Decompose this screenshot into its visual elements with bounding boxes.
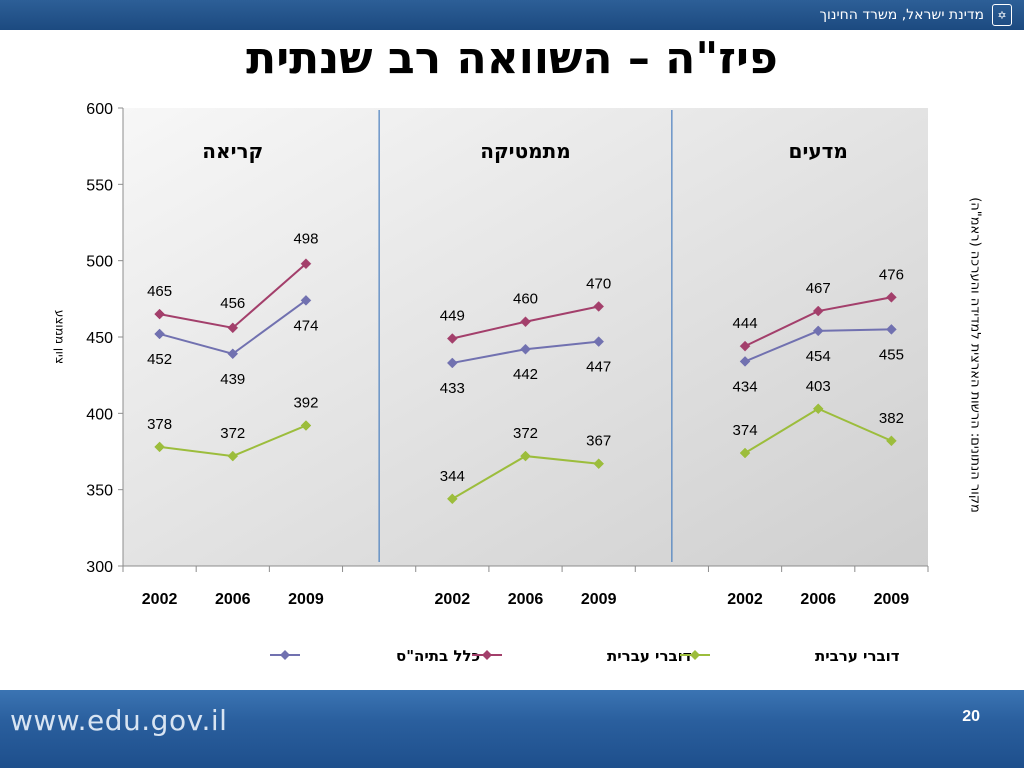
data-label: 403 (806, 378, 831, 395)
data-point-overall (739, 356, 751, 367)
plot-area (123, 108, 928, 566)
data-point-overall (812, 325, 824, 337)
data-point-hebrew (446, 333, 458, 344)
legend-marker-arabic (690, 650, 700, 660)
data-label: 372 (220, 425, 245, 442)
data-label: 465 (147, 283, 172, 300)
data-point-hebrew (739, 340, 751, 352)
page-title: פיז"ה – השוואה רב שנתית (246, 33, 778, 84)
data-point-arabic (300, 420, 312, 431)
y-tick-label: 550 (86, 177, 113, 194)
x-tick-label: 2002 (727, 591, 763, 608)
footer-bar: www.edu.gov.il 20 (0, 690, 1024, 768)
legend-label-hebrew: דוברי עברית (607, 647, 692, 665)
x-tick-label: 2009 (581, 591, 617, 608)
data-point-overall (227, 348, 239, 360)
data-point-arabic (154, 441, 165, 453)
x-tick-label: 2006 (508, 591, 544, 608)
data-label: 454 (806, 348, 831, 365)
line-chart: 300 350 400 450 500 550 600 קריאה 2002 2006 2009 45… (86, 101, 929, 665)
panel-title: מתמטיקה (480, 139, 571, 163)
data-point-overall (446, 357, 458, 369)
data-point-arabic (227, 450, 239, 462)
y-tick-label: 600 (86, 101, 113, 118)
data-label: 470 (586, 275, 611, 292)
ministry-header: מדינת ישראל, משרד החינוך ✡ (819, 4, 1012, 26)
data-label: 456 (220, 295, 245, 312)
data-label: 382 (879, 410, 904, 427)
x-tick-label: 2002 (435, 591, 471, 608)
data-point-hebrew (520, 316, 531, 328)
y-tick-label: 450 (86, 330, 113, 347)
data-point-overall (300, 295, 312, 306)
data-label: 378 (147, 416, 172, 433)
y-tick-label: 400 (86, 406, 113, 423)
data-label: 372 (513, 425, 538, 442)
data-point-arabic (739, 447, 751, 459)
top-bar: מדינת ישראל, משרד החינוך ✡ (0, 0, 1024, 30)
data-label: 467 (806, 280, 831, 297)
data-point-arabic (446, 493, 458, 505)
data-point-overall (520, 343, 531, 355)
data-point-arabic (812, 403, 824, 415)
data-point-arabic (593, 458, 605, 470)
panel-title: מדעים (789, 139, 848, 163)
data-label: 474 (293, 317, 318, 334)
data-label: 434 (733, 378, 758, 395)
legend-marker-overall (280, 650, 290, 660)
data-point-hebrew (886, 291, 897, 303)
data-label: 449 (440, 308, 465, 325)
data-point-overall (593, 336, 605, 347)
data-label: 442 (513, 366, 538, 383)
data-point-arabic (886, 435, 897, 447)
page-number: 20 (962, 708, 980, 725)
y-axis-label: ציון ממוצע (53, 309, 67, 365)
x-tick-label: 2009 (874, 591, 910, 608)
data-label: 447 (586, 359, 611, 376)
y-tick-label: 500 (86, 254, 113, 271)
legend-marker-hebrew (482, 650, 492, 660)
data-label: 433 (440, 380, 465, 397)
data-point-hebrew (812, 305, 824, 317)
data-point-overall (154, 328, 165, 340)
x-tick-label: 2006 (215, 591, 251, 608)
data-label: 367 (586, 433, 611, 450)
x-tick-label: 2009 (288, 591, 324, 608)
data-point-hebrew (227, 322, 239, 334)
data-label: 455 (879, 346, 904, 363)
ministry-name: מדינת ישראל, משרד החינוך (819, 7, 985, 23)
data-label: 444 (733, 315, 758, 332)
data-label: 498 (293, 231, 318, 248)
footer-url: www.edu.gov.il (10, 704, 228, 737)
legend-label-overall: כלל בתיה"ס (396, 647, 480, 665)
data-label: 374 (733, 422, 758, 439)
data-label: 439 (220, 371, 245, 388)
data-point-arabic (520, 450, 531, 462)
data-point-hebrew (593, 301, 605, 312)
data-label: 344 (440, 468, 465, 485)
x-tick-label: 2006 (800, 591, 836, 608)
y-tick-label: 350 (86, 483, 113, 500)
x-tick-label: 2002 (142, 591, 178, 608)
panel-title: קריאה (202, 139, 263, 163)
data-label: 392 (293, 395, 318, 412)
legend-label-arabic: דוברי ערבית (815, 647, 900, 665)
data-label: 460 (513, 291, 538, 308)
data-point-overall (886, 324, 897, 335)
menorah-emblem-icon: ✡ (992, 4, 1012, 26)
data-point-hebrew (300, 258, 312, 270)
source-note: מקור הנתונים: הרשות הארצית למדידה והערכה… (967, 197, 983, 513)
data-label: 452 (147, 351, 172, 368)
y-tick-label: 300 (86, 559, 113, 576)
data-point-hebrew (154, 308, 165, 320)
data-label: 476 (879, 266, 904, 283)
